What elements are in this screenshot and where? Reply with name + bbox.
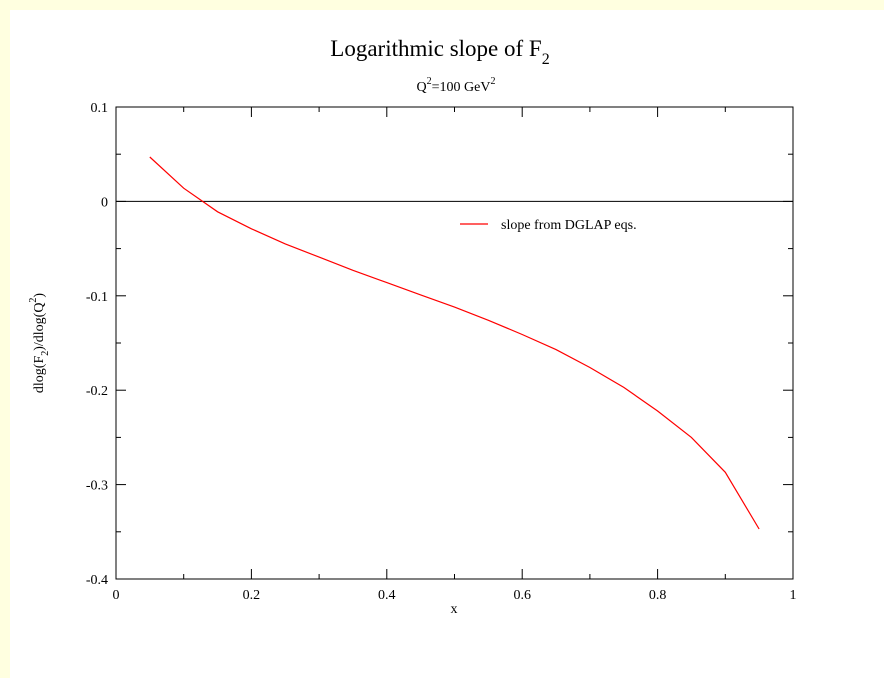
- y-tick-label: -0.3: [86, 479, 108, 494]
- y-tick-label: -0.2: [86, 384, 108, 399]
- y-tick-label: 0: [101, 195, 108, 210]
- y-axis-label: dlog(F2)/dlog(Q2): [28, 293, 51, 394]
- series-group: [149, 156, 760, 530]
- chart-title: Logarithmic slope of F2: [330, 36, 549, 68]
- y-tick-label: -0.1: [86, 290, 108, 305]
- y-tick-label: 0.1: [91, 101, 109, 116]
- y-axis-ticks: 0.1 0 -0.1 -0.2 -0.3 -0.4: [86, 101, 793, 588]
- x-tick-label: 0.8: [649, 588, 667, 603]
- x-tick-label: 0.2: [243, 588, 261, 603]
- chart-subtitle: Q2=100 GeV2: [417, 76, 496, 95]
- x-tick-label: 0: [113, 588, 120, 603]
- plot-frame: [115, 106, 794, 580]
- x-tick-label: 0.4: [378, 588, 396, 603]
- x-tick-label: 0.6: [513, 588, 531, 603]
- legend: slope from DGLAP eqs.: [460, 218, 637, 233]
- x-axis-ticks: 0 0.2 0.4 0.6 0.8 1: [113, 107, 797, 603]
- x-axis-label: x: [451, 602, 458, 617]
- y-tick-label: -0.4: [86, 573, 108, 588]
- series-line-0: [149, 156, 760, 530]
- legend-label: slope from DGLAP eqs.: [501, 218, 637, 233]
- x-tick-label: 1: [790, 588, 797, 603]
